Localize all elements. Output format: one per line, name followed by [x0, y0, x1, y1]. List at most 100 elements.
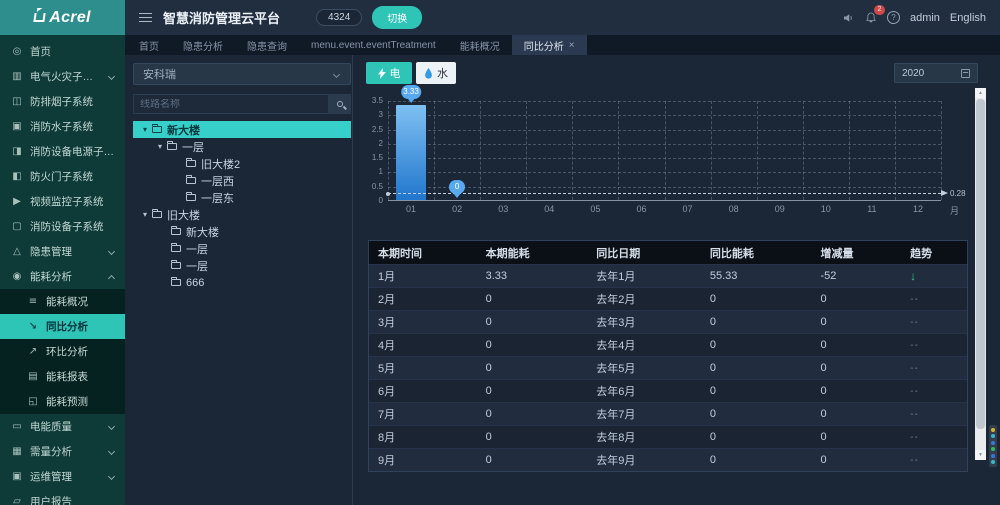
notification-bell-icon[interactable]: 2 [865, 5, 885, 24]
sidebar-item-yoy-analysis[interactable]: ↘ 同比分析 [0, 314, 125, 339]
year-picker[interactable]: 2020 [894, 63, 978, 83]
electric-label: 电 [389, 68, 401, 80]
tree-node[interactable]: 一层东 [133, 189, 351, 206]
column-header: 增减量 [820, 247, 854, 260]
sidebar-item-label: 能耗预测 [46, 396, 88, 408]
scrollbar-thumb[interactable] [976, 99, 985, 429]
tree-node[interactable]: 一层 [133, 257, 351, 274]
table-cell: 0 [485, 293, 492, 305]
tree-expander-icon[interactable]: ▾ [158, 141, 163, 151]
table-row[interactable]: 5月 0 去年5月 0 0 -- [369, 356, 967, 379]
scroll-up-button[interactable]: ▲ [975, 88, 986, 98]
sidebar-item-user-report[interactable]: ▱ 用户报告 [0, 489, 125, 505]
sidebar-item-fire-water[interactable]: ▣ 消防水子系统 [0, 114, 125, 139]
tab-yoy-analysis[interactable]: 同比分析 × [511, 35, 587, 55]
table-row[interactable]: 9月 0 去年9月 0 0 -- [369, 448, 967, 471]
sidebar-item-mom-analysis[interactable]: ↗ 环比分析 [0, 339, 125, 364]
sidebar-item-label: 消防水子系统 [30, 121, 93, 133]
collapse-menu-icon[interactable] [139, 10, 153, 25]
sidebar-item-label: 防火门子系统 [30, 171, 93, 183]
table-row[interactable]: 3月 0 去年3月 0 0 -- [369, 310, 967, 333]
gridline-vertical [572, 101, 574, 200]
table-cell: 1月 [378, 271, 396, 283]
sidebar-item-energy-report[interactable]: ▤ 能耗报表 [0, 364, 125, 389]
sidebar-item-label: 电气火灾子系统 [30, 71, 102, 83]
sidebar-item-ops-management[interactable]: ▣ 运维管理 [0, 464, 125, 489]
data-pin[interactable]: 3.33 [401, 84, 421, 99]
sidebar-item-energy-overview[interactable]: ≡ 能耗概况 [0, 289, 125, 314]
sidebar-item-label: 环比分析 [46, 346, 88, 358]
x-tick-label: 02 [452, 204, 463, 214]
folder-icon [167, 141, 178, 150]
tree-node[interactable]: 一层西 [133, 172, 351, 189]
trend-cell: -- [901, 357, 967, 379]
table-row[interactable]: 8月 0 去年8月 0 0 -- [369, 425, 967, 448]
floating-widget[interactable] [989, 425, 997, 467]
sidebar-item-label: 能耗分析 [30, 271, 72, 283]
table-row[interactable]: 2月 0 去年2月 0 0 -- [369, 287, 967, 310]
user-menu[interactable]: admin [909, 11, 940, 24]
scroll-down-button[interactable]: ▼ [975, 450, 986, 460]
table-row[interactable]: 1月 3.33 去年1月 55.33 -52 ↓ [369, 264, 967, 287]
sidebar-item-home[interactable]: ◎ 首页 [0, 39, 125, 64]
water-toggle-button[interactable]: 水 [416, 62, 456, 84]
x-tick-label: 10 [820, 204, 831, 214]
tree-node[interactable]: ▾ 新大楼 [133, 121, 351, 138]
brand-logo[interactable]: Acrel [0, 0, 125, 35]
widget-dot [991, 453, 995, 458]
widget-dot [991, 460, 995, 465]
tab-close-icon[interactable]: × [568, 39, 575, 51]
help-icon[interactable]: ? [886, 11, 900, 24]
tab-energy-overview[interactable]: 能耗概况 [448, 35, 512, 55]
tree-expander-icon[interactable]: ▾ [143, 124, 148, 134]
tree-expander-icon[interactable]: ▾ [143, 209, 148, 219]
table-cell: 去年6月 [596, 386, 636, 398]
table-cell: 0 [820, 431, 827, 443]
sidebar-item-electrical-fire[interactable]: ▥ 电气火灾子系统 [0, 64, 125, 89]
search-input[interactable] [134, 98, 328, 110]
tab-home[interactable]: 首页 [127, 35, 171, 55]
electric-toggle-button[interactable]: 电 [366, 62, 412, 84]
table-cell: 0 [485, 408, 492, 420]
sidebar-item-energy-forecast[interactable]: ◱ 能耗预测 [0, 389, 125, 414]
tree-node[interactable]: 新大楼 [133, 223, 351, 240]
x-tick-label: 11 [867, 204, 877, 214]
chart-bar[interactable] [395, 104, 427, 200]
trend-flat-label: -- [910, 339, 919, 351]
sidebar-item-fire-equipment-power[interactable]: ◨ 消防设备电源子系统 [0, 139, 125, 164]
project-select[interactable]: 安科瑞 [133, 63, 351, 85]
video-icon: ▶ [13, 196, 21, 207]
sidebar-item-smoke-control[interactable]: ◫ 防排烟子系统 [0, 89, 125, 114]
sidebar-item-video-monitor[interactable]: ▶ 视频监控子系统 [0, 189, 125, 214]
tab-hazard-query[interactable]: 隐患查询 [235, 35, 299, 55]
sidebar-item-hazard-management[interactable]: △ 隐患管理 [0, 239, 125, 264]
report-icon: ▤ [28, 371, 38, 382]
sidebar-item-fire-door[interactable]: ◧ 防火门子系统 [0, 164, 125, 189]
table-row[interactable]: 6月 0 去年6月 0 0 -- [369, 379, 967, 402]
tree-node[interactable]: 旧大楼2 [133, 155, 351, 172]
data-pin[interactable]: 0 [449, 180, 466, 194]
tab-hazard-analysis[interactable]: 隐患分析 [171, 35, 235, 55]
switch-button[interactable]: 切换 [372, 6, 423, 29]
vertical-scrollbar[interactable]: ▲ ▼ [975, 88, 986, 460]
announcement-icon[interactable] [842, 12, 855, 24]
tree-node[interactable]: ▾ 一层 [133, 138, 351, 155]
sidebar-item-power-quality[interactable]: ▭ 电能质量 [0, 414, 125, 439]
language-switch[interactable]: English [949, 11, 986, 24]
chevron-down-icon [107, 72, 116, 81]
table-row[interactable]: 7月 0 去年7月 0 0 -- [369, 402, 967, 425]
sidebar-item-fire-equipment[interactable]: ▢ 消防设备子系统 [0, 214, 125, 239]
tree-node[interactable]: ▾ 旧大楼 [133, 206, 351, 223]
table-cell: 0 [485, 316, 492, 328]
table-cell: 去年3月 [596, 317, 636, 329]
table-cell: 0 [709, 454, 716, 466]
tree-node[interactable]: 一层 [133, 240, 351, 257]
sidebar-item-energy-analysis[interactable]: ◉ 能耗分析 [0, 264, 125, 289]
sidebar-item-demand-analysis[interactable]: ▦ 需量分析 [0, 439, 125, 464]
table-cell: 7月 [378, 409, 396, 421]
tab-event-treatment[interactable]: menu.event.eventTreatment [299, 35, 448, 55]
search-button[interactable] [328, 95, 350, 113]
tree-node-label: 666 [186, 276, 205, 289]
tree-node[interactable]: 666 [133, 274, 351, 291]
table-row[interactable]: 4月 0 去年4月 0 0 -- [369, 333, 967, 356]
